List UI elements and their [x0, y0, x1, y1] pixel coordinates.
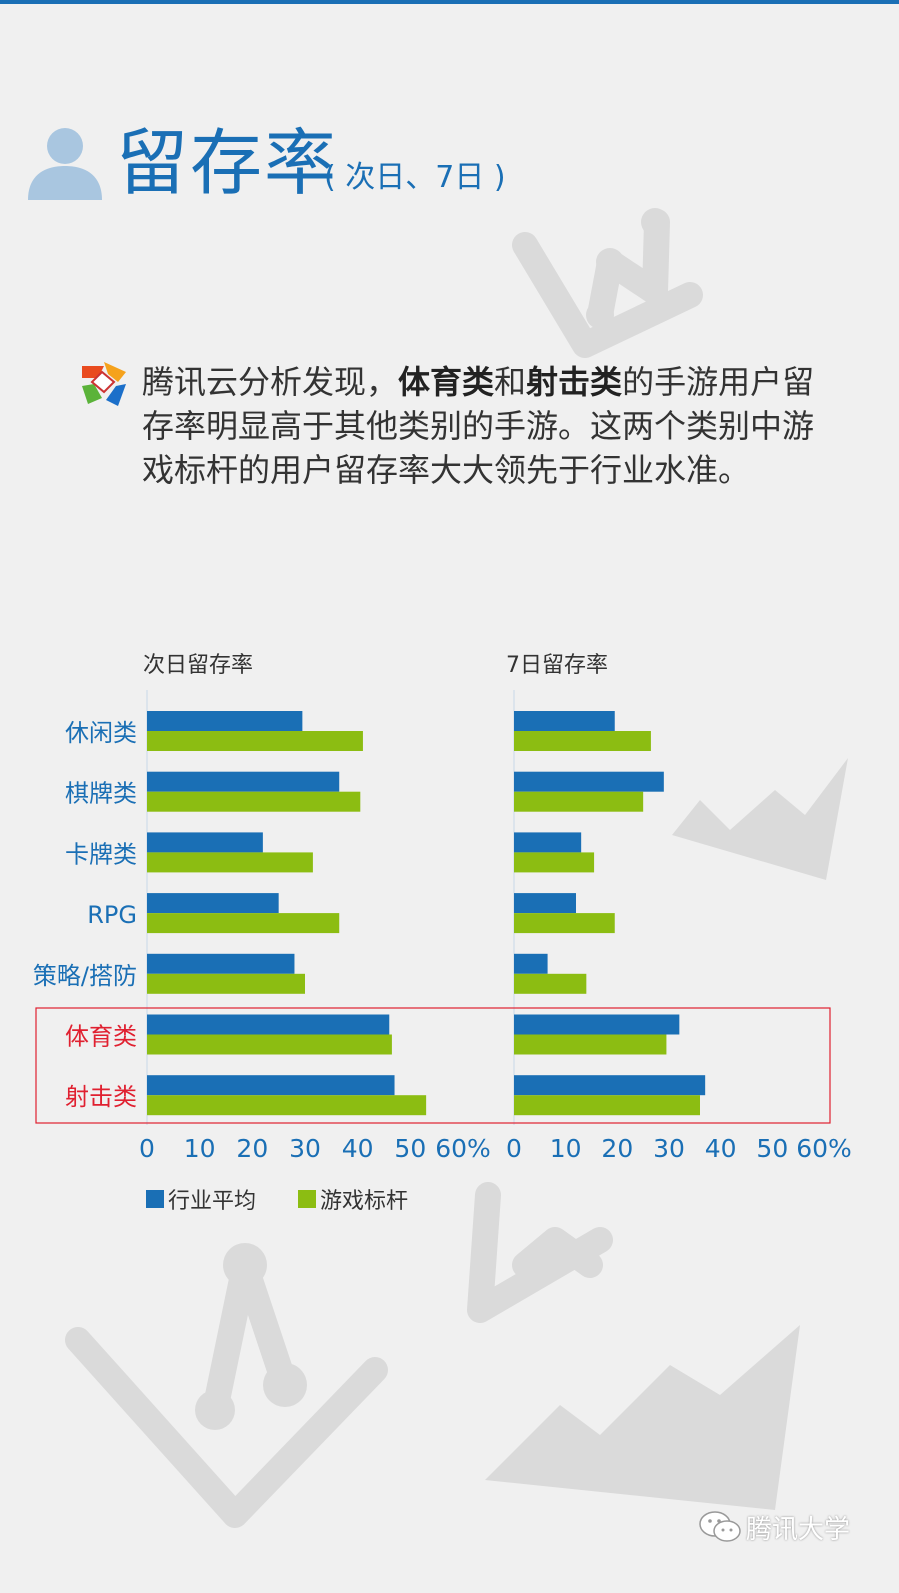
bar-industry-1-4	[514, 953, 548, 974]
bar-industry-0-4	[147, 953, 295, 974]
x-tick-label-0-2: 20	[236, 1134, 268, 1163]
bar-benchmark-0-3	[147, 913, 340, 934]
bar-industry-0-6	[147, 1075, 395, 1096]
x-tick-label-1-1: 10	[550, 1134, 582, 1163]
chart-title-1: 7日留存率	[506, 653, 608, 678]
x-tick-label-1-3: 30	[653, 1134, 685, 1163]
tencent-analytics-logo-icon	[82, 362, 126, 406]
bar-benchmark-1-2	[514, 852, 595, 873]
bar-industry-0-0	[147, 711, 303, 731]
legend-swatch-1	[298, 1190, 316, 1208]
bar-benchmark-0-4	[147, 973, 305, 994]
category-label-1: 棋牌类	[65, 780, 137, 808]
x-tick-label-0-6: 60%	[435, 1134, 491, 1163]
bar-industry-1-6	[514, 1075, 706, 1096]
bar-industry-1-1	[514, 771, 664, 792]
x-tick-label-0-5: 50	[394, 1134, 426, 1163]
bar-benchmark-1-6	[514, 1095, 700, 1116]
bar-industry-1-2	[514, 832, 582, 853]
bar-industry-0-5	[147, 1014, 390, 1035]
bar-benchmark-0-0	[147, 731, 363, 751]
bar-industry-1-5	[514, 1014, 680, 1035]
bar-industry-0-1	[147, 771, 340, 792]
x-tick-label-0-3: 30	[289, 1134, 321, 1163]
legend-label-1: 游戏标杆	[320, 1189, 408, 1214]
legend-swatch-0	[146, 1190, 164, 1208]
highlight-frame	[35, 1007, 831, 1124]
category-label-4: 策略/搭防	[33, 962, 137, 990]
legend-label-0: 行业平均	[168, 1189, 256, 1214]
bar-benchmark-0-1	[147, 791, 361, 812]
bar-benchmark-1-0	[514, 731, 651, 751]
intro-text-3: 的手游用户留存率明显高于其他类别的手游。这两个类别中游戏标杆的用户留存率大大领先…	[142, 363, 815, 489]
x-tick-label-1-6: 60%	[796, 1134, 852, 1163]
category-label-2: 卡牌类	[65, 840, 137, 868]
bar-benchmark-1-5	[514, 1034, 667, 1055]
x-tick-label-1-2: 20	[601, 1134, 633, 1163]
bar-benchmark-1-1	[514, 791, 644, 812]
category-label-6: 射击类	[65, 1083, 137, 1111]
top-accent-line	[0, 0, 899, 4]
wechat-icon	[699, 1511, 741, 1542]
bar-benchmark-1-4	[514, 973, 587, 994]
intro-bold-sports: 体育类	[398, 363, 495, 401]
x-tick-label-1-5: 50	[756, 1134, 788, 1163]
x-tick-label-0-4: 40	[342, 1134, 374, 1163]
bar-benchmark-0-6	[147, 1095, 427, 1116]
x-tick-label-1-0: 0	[506, 1134, 522, 1163]
bar-benchmark-0-2	[147, 852, 313, 873]
category-label-3: RPG	[87, 901, 137, 929]
x-tick-label-0-0: 0	[139, 1134, 155, 1163]
x-tick-label-0-1: 10	[184, 1134, 216, 1163]
page-title: 留存率	[116, 121, 339, 205]
intro-text-2: 和	[494, 363, 527, 401]
bar-industry-1-0	[514, 711, 615, 731]
bar-industry-0-3	[147, 893, 279, 914]
page-subtitle: ( 次日、7日 )	[324, 160, 506, 195]
intro-paragraph: 腾讯云分析发现，体育类和射击类的手游用户留存率明显高于其他类别的手游。这两个类别…	[142, 360, 832, 492]
watermark-text: 腾讯大学	[746, 1515, 851, 1545]
x-tick-label-1-4: 40	[705, 1134, 737, 1163]
intro-bold-shooter: 射击类	[526, 363, 623, 401]
bar-industry-0-2	[147, 832, 263, 853]
intro-text-1: 腾讯云分析发现，	[142, 363, 399, 401]
category-label-5: 体育类	[65, 1023, 137, 1051]
chart-title-0: 次日留存率	[143, 653, 253, 678]
category-label-0: 休闲类	[65, 719, 137, 747]
bar-industry-1-3	[514, 893, 576, 914]
user-icon	[28, 128, 102, 200]
bar-benchmark-0-5	[147, 1034, 392, 1055]
bar-benchmark-1-3	[514, 913, 615, 934]
